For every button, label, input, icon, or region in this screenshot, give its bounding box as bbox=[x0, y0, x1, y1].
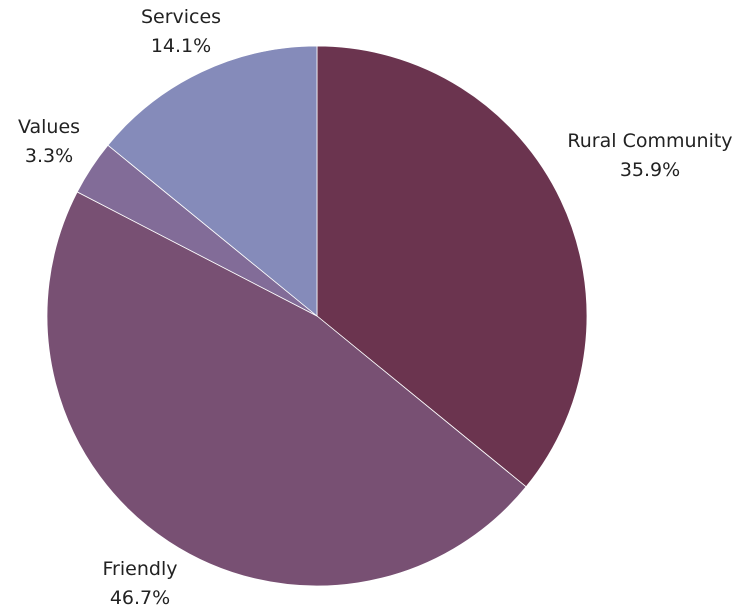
pie-slice-services bbox=[107, 45, 318, 317]
slice-label-friendly: Friendly bbox=[103, 558, 178, 580]
slice-value-values: 3.3% bbox=[25, 145, 73, 167]
pie-labels: Rural Community 35.9% Friendly 46.7% Values 3… bbox=[18, 6, 733, 609]
slice-value-friendly: 46.7% bbox=[110, 587, 170, 609]
pie-slice-friendly bbox=[46, 191, 527, 587]
slice-label-rural-community: Rural Community bbox=[567, 130, 732, 152]
pie-slices bbox=[46, 45, 588, 587]
pie-slice-rural-community bbox=[316, 45, 588, 488]
slice-value-services: 14.1% bbox=[151, 35, 211, 57]
slice-value-rural-community: 35.9% bbox=[620, 159, 680, 181]
slice-label-services: Services bbox=[141, 6, 221, 28]
slice-label-values: Values bbox=[18, 116, 80, 138]
